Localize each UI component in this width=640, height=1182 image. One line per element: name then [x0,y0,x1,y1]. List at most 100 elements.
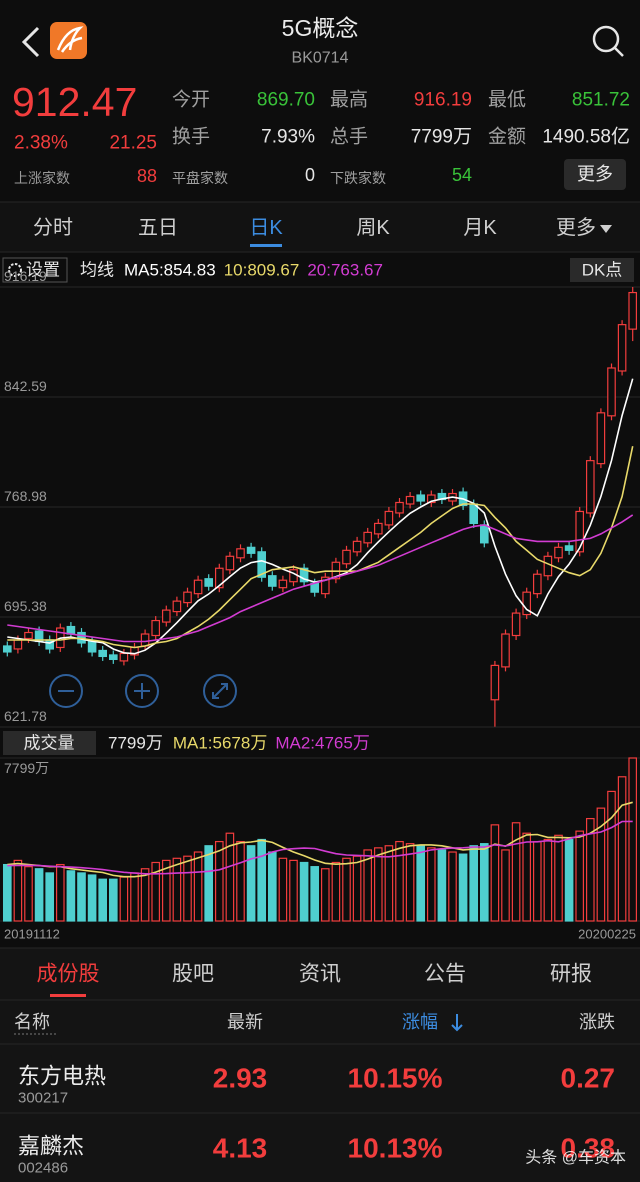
volume-bar [416,845,426,922]
legend-entry: 20:763.67 [307,261,383,280]
volume-bar [45,872,55,922]
candle-body [373,522,383,535]
period-tab[interactable]: 日K [249,217,283,239]
stock-code: 002486 [18,1160,68,1177]
fullscreen-button[interactable] [203,674,237,708]
more-button-label[interactable]: 更多 [577,164,613,184]
candle-body [172,600,182,613]
settings-label[interactable]: 设置 [26,261,60,280]
period-tab[interactable]: 月K [463,217,497,239]
period-tab-bar [0,202,640,252]
candle-body [522,591,532,616]
bottom-tab[interactable]: 研报 [550,963,592,986]
stock-latest: 4.13 [213,1133,268,1164]
bottom-tab[interactable]: 公告 [424,963,466,986]
candle-body [564,545,574,551]
page-code: BK0714 [292,50,349,67]
y-tick-label: 695.38 [4,598,47,614]
volume-bar [183,855,192,922]
stat-value: 851.72 [572,90,630,111]
candle-body [596,412,606,465]
column-latest[interactable]: 最新 [227,1012,263,1032]
candle-body [554,546,563,559]
period-tab[interactable]: 五日 [138,217,178,239]
volume-bar [34,868,44,922]
legend-entry: MA2:4765万 [275,734,370,753]
volume-bar [617,776,627,922]
zoom-out-button[interactable] [49,674,83,708]
candle-body [299,567,309,583]
candle-body [342,549,351,565]
volume-bar [87,874,97,922]
more-button[interactable] [564,159,626,190]
stock-code: 300217 [18,1090,68,1107]
period-tab[interactable]: 分时 [33,216,73,239]
stat-value: 869.70 [257,90,315,111]
period-tab[interactable]: 周K [356,217,390,239]
volume-ma-line [7,820,633,875]
back-button[interactable] [21,26,40,58]
volume-ma-line [7,801,633,878]
volume-bar [214,840,224,922]
candle-body [2,645,12,653]
volume-title[interactable]: 成交量 [24,734,75,753]
y-tick-label: 842.59 [4,378,47,394]
volume-bar [585,817,595,922]
column-change[interactable]: 涨跌 [579,1012,615,1032]
volume-bar [522,832,532,922]
settings-button[interactable] [2,257,68,283]
candle-body [490,664,500,701]
bottom-tab[interactable]: 股吧 [172,963,214,986]
y-tick-label: 7799万 [4,760,49,776]
volume-bar [490,824,500,922]
candle-body [617,324,627,372]
volume-button[interactable] [3,731,96,755]
kline-chart: 916.19 842.59 768.98 695.38 621.78 [0,268,640,728]
volume-bar [458,853,468,922]
legend-entry: 10:809.67 [224,261,300,280]
volume-bar [395,840,404,922]
volume-bar [172,857,182,922]
candle-body [416,494,426,502]
volume-bar [331,861,341,922]
candle-body [395,501,404,514]
ma-line [7,514,634,643]
candle-body [119,652,129,662]
candle-body [204,578,214,587]
bottom-tabs: 成份股 股吧 资讯 公告 研报 [37,963,592,997]
column-name[interactable]: 名称 [14,1012,50,1032]
stat-value: 7.93% [261,127,315,148]
volume-bar [161,859,171,922]
volume-bar [543,838,553,922]
volume-bar [299,861,309,922]
volume-bar [607,790,616,922]
up-count: 88 [137,166,157,186]
stock-name[interactable]: 东方电热 [18,1064,106,1089]
candle-body [151,619,161,637]
search-button[interactable] [592,25,620,53]
stock-name[interactable]: 嘉麟杰 [18,1134,84,1159]
period-tab[interactable]: 更多 [556,216,596,239]
end-date: 20200225 [578,927,636,942]
stock-change: 0.27 [561,1063,616,1094]
volume-bar [2,863,12,922]
volume-bar [140,868,150,922]
volume-bar [77,872,86,922]
column-pct[interactable]: 涨幅 [402,1012,438,1032]
zoom-in-button[interactable] [125,674,159,708]
dk-button[interactable] [570,258,634,282]
dk-button-label[interactable]: DK点 [582,261,623,280]
ma-line [7,446,634,649]
candle-body [236,548,245,559]
candle-body [501,633,510,668]
bottom-tab[interactable]: 资讯 [299,963,341,986]
stat-value: 916.19 [414,90,472,111]
ma-label: 均线 [80,261,114,280]
candle-body [352,540,362,553]
y-tick-label: 621.78 [4,708,47,724]
bottom-tab[interactable]: 成份股 [37,963,100,986]
app-logo [56,26,84,53]
candle-body [24,631,33,640]
volume-bar [575,830,585,922]
